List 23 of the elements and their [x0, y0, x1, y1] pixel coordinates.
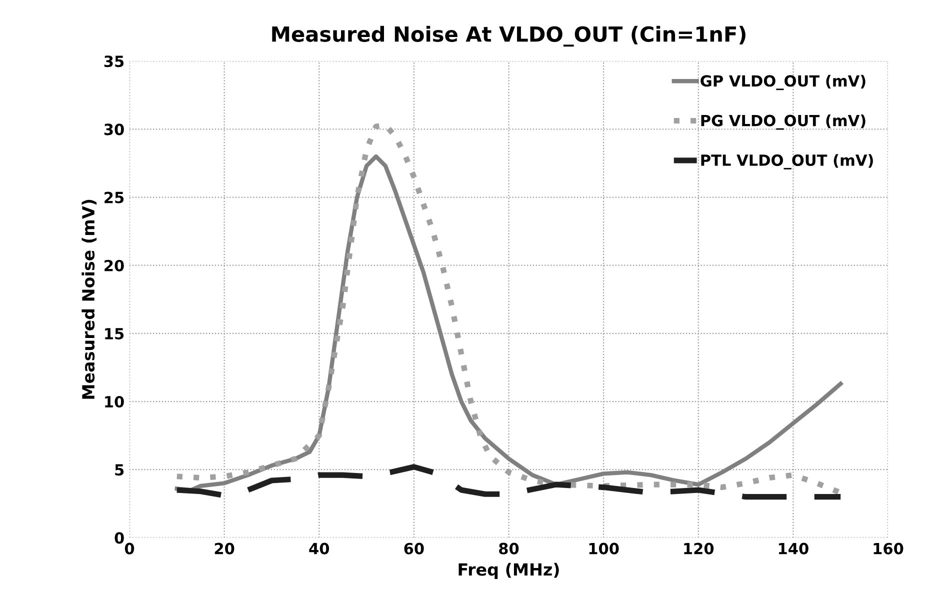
chart-title: Measured Noise At VLDO_OUT (Cin=1nF) [272, 26, 746, 47]
y-tick-label: 0 [114, 532, 124, 544]
x-tick-label: 60 [404, 542, 424, 554]
y-tick-label: 30 [104, 124, 124, 136]
legend-label: GP VLDO_OUT (mV) [700, 74, 866, 90]
y-tick-label: 15 [105, 328, 124, 340]
y-tick-label: 10 [105, 396, 124, 408]
x-tick-label: 80 [499, 542, 519, 554]
x-tick-label: 40 [309, 542, 330, 554]
x-tick-label: 120 [684, 542, 714, 554]
x-axis-title: Freq (MHz) [458, 562, 559, 580]
legend-label: PTL VLDO_OUT (mV) [701, 154, 873, 170]
x-tick-label: 160 [874, 542, 904, 554]
y-tick-label: 35 [104, 56, 124, 68]
x-tick-label: 20 [214, 542, 234, 554]
y-tick-label: 5 [115, 464, 124, 476]
x-tick-label: 140 [778, 542, 808, 554]
x-tick-label: 0 [124, 542, 134, 554]
y-tick-label: 20 [104, 260, 124, 272]
legend-label: PG VLDO_OUT (mV) [701, 114, 866, 130]
y-tick-label: 25 [104, 192, 124, 204]
x-tick-label: 100 [589, 542, 619, 554]
y-axis-title: Measured Noise (mV) [82, 200, 97, 399]
